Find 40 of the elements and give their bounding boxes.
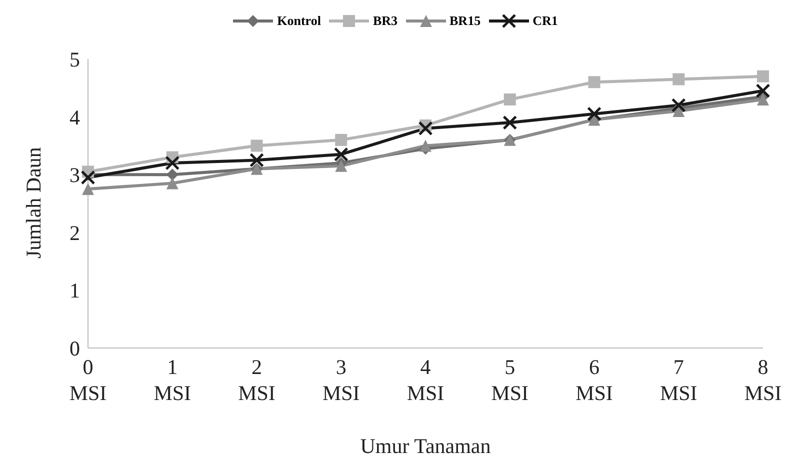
legend-label: BR3	[372, 13, 398, 29]
x-tick-label: 6 MSI	[576, 355, 613, 405]
x-tick-label: 4 MSI	[406, 355, 444, 405]
legend-label: BR15	[450, 13, 481, 29]
point	[334, 147, 348, 162]
y-tick-label: 1	[70, 278, 80, 303]
point	[757, 93, 769, 106]
legend-label: CR1	[532, 13, 558, 29]
point	[504, 93, 516, 106]
point	[166, 168, 178, 181]
x-tick-label: 3 MSI	[322, 355, 360, 405]
point	[335, 160, 348, 172]
point	[756, 84, 770, 98]
point	[250, 152, 264, 168]
point	[82, 183, 94, 196]
legend-label: Kontrol	[277, 13, 321, 29]
point	[587, 106, 602, 122]
x-axis-title: Umur Tanaman	[360, 434, 492, 458]
x-tick-label: 2 MSI	[238, 355, 276, 405]
point	[672, 73, 685, 86]
point	[420, 140, 432, 152]
x-tick-label: 7 MSI	[660, 355, 698, 405]
point	[588, 76, 600, 88]
x-tick-label: 5 MSI	[491, 355, 529, 405]
point	[250, 140, 263, 152]
x-tick-label: 8 MSI	[744, 355, 782, 405]
point	[671, 98, 686, 112]
point	[166, 177, 178, 190]
y-tick-label: 2	[70, 220, 80, 245]
y-tick-label: 4	[70, 105, 80, 130]
point	[80, 170, 96, 185]
x-tick-label: 1 MSI	[154, 355, 192, 405]
y-tick-label: 5	[70, 47, 80, 72]
point	[418, 121, 433, 136]
point	[335, 134, 348, 146]
point	[165, 156, 180, 170]
y-tick-label: 3	[70, 163, 80, 188]
point	[757, 70, 769, 82]
point	[502, 115, 518, 130]
y-axis-title: Jumlah Daun	[21, 146, 46, 258]
